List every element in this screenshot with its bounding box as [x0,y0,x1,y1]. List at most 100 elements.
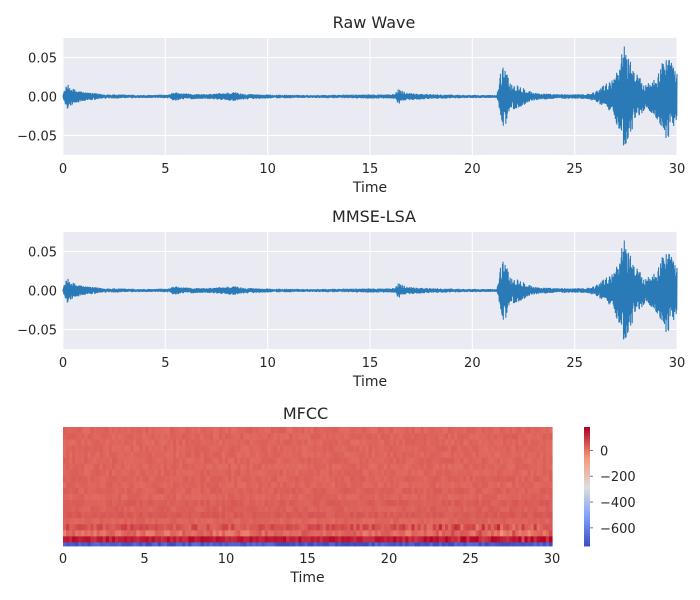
heatmap-cell [383,542,388,547]
heatmap-cell [139,439,144,446]
heatmap-cell [399,529,403,537]
heatmap-cell [310,457,315,464]
heatmap-cell [102,439,107,446]
heatmap-cell [463,439,468,446]
heatmap-cell [252,475,257,482]
heatmap-cell [457,529,461,537]
heatmap-cell [276,517,281,525]
heatmap-cell [493,523,498,531]
heatmap-cell [145,445,150,452]
heatmap-cell [102,493,107,501]
colorbar-segment [584,458,590,462]
heatmap-cell [341,505,345,513]
heatmap-cell [509,445,513,452]
heatmap-cell [539,433,544,440]
heatmap-cell [237,463,241,470]
heatmap-cell [448,535,452,543]
heatmap-cell [454,517,458,525]
heatmap-cell [96,505,101,513]
heatmap-cell [390,451,394,458]
heatmap-cell [374,439,379,446]
heatmap-cell [203,427,208,434]
heatmap-cell [298,439,302,446]
heatmap-cell [426,451,431,458]
heatmap-cell [139,481,144,488]
heatmap-cell [63,542,67,547]
heatmap-cell [286,493,290,501]
heatmap-cell [218,445,223,452]
heatmap-cell [405,445,409,452]
heatmap-cell [295,481,299,488]
heatmap-cell [224,475,229,482]
heatmap-cell [390,457,394,464]
heatmap-cell [255,463,260,470]
heatmap-cell [429,457,434,464]
heatmap-cell [81,511,85,519]
heatmap-cell [133,427,137,434]
heatmap-cell [512,535,516,543]
heatmap-cell [432,542,437,547]
heatmap-cell [420,487,425,494]
heatmap-cell [310,463,315,470]
heatmap-cell [246,469,251,476]
heatmap-cell [402,487,406,494]
heatmap-cell [429,475,434,482]
heatmap-cell [264,511,269,519]
heatmap-cell [163,451,168,458]
heatmap-cell [151,463,156,470]
heatmap-cell [500,439,504,446]
heatmap-cell [405,481,409,488]
colorbar-segment [584,542,590,545]
heatmap-cell [402,523,406,531]
heatmap-cell [347,457,351,464]
heatmap-cell [228,445,232,452]
heatmap-cell [481,451,486,458]
heatmap-cell [166,469,171,476]
heatmap-cell [124,451,128,458]
heatmap-cell [276,463,281,470]
heatmap-cell [469,463,474,470]
heatmap-cell [102,475,107,482]
heatmap-cell [451,481,455,488]
heatmap-cell [160,481,165,488]
heatmap-cell [399,439,403,446]
heatmap-cell [310,499,315,507]
heatmap-cell [114,463,119,470]
heatmap-cell [463,475,468,482]
heatmap-cell [542,451,547,458]
heatmap-cell [221,445,226,452]
heatmap-cell [279,457,284,464]
heatmap-cell [484,427,489,434]
colorbar-segment [584,444,590,448]
heatmap-cell [445,493,449,501]
colorbar-segment [584,488,590,491]
heatmap-cell [108,475,113,482]
heatmap-cell [270,439,275,446]
heatmap-cell [490,529,495,537]
heatmap-cell [163,427,168,434]
heatmap-cell [215,457,220,464]
heatmap-cell [224,427,229,434]
heatmap-cell [365,535,370,543]
heatmap-cell [545,427,550,434]
heatmap-cell [331,433,336,440]
heatmap-cell [166,445,171,452]
heatmap-cell [371,511,376,519]
heatmap-cell [503,445,507,452]
heatmap-cell [133,499,137,507]
heatmap-cell [197,493,202,501]
heatmap-cell [512,451,516,458]
heatmap-cell [335,427,339,434]
heatmap-cell [405,511,409,519]
heatmap-cell [331,535,336,543]
heatmap-cell [417,511,422,519]
heatmap-cell [506,451,510,458]
heatmap-cell [481,499,486,507]
heatmap-cell [179,469,183,476]
heatmap-cell [304,499,309,507]
heatmap-cell [457,523,461,531]
heatmap-cell [118,481,122,488]
heatmap-cell [84,523,89,531]
heatmap-cell [72,493,76,501]
heatmap-cell [475,535,480,543]
